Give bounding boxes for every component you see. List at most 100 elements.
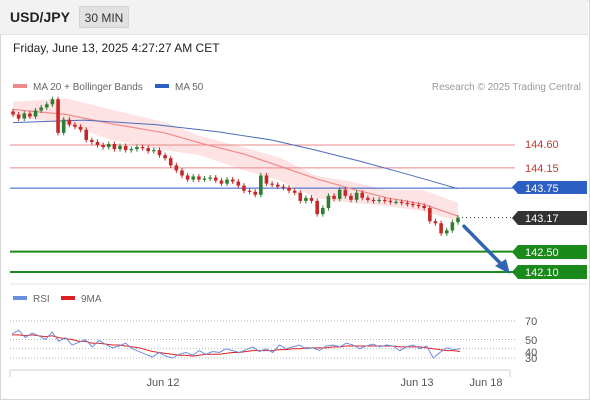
candle <box>326 193 331 211</box>
candle-body <box>428 207 432 222</box>
candle-body <box>123 146 128 151</box>
candles-layer <box>11 96 460 236</box>
candle-body <box>354 192 359 200</box>
candle-body <box>332 195 336 199</box>
rsi-9ma-line <box>12 334 461 357</box>
candle-body <box>382 199 387 202</box>
candle-body <box>315 200 319 215</box>
candle <box>230 177 235 185</box>
candle <box>411 201 415 208</box>
candle <box>394 199 398 205</box>
candle <box>73 122 77 130</box>
candle <box>399 199 404 206</box>
forecast-arrow-head <box>495 259 510 274</box>
candle-body <box>456 217 460 223</box>
legend-label-ma20: MA 20 + Bollinger Bands <box>33 82 143 93</box>
candle <box>11 108 15 118</box>
candle-body <box>411 203 415 206</box>
candle-body <box>270 183 274 185</box>
candle <box>56 96 60 136</box>
level-label-143-17: 143.17 <box>525 213 559 225</box>
candle <box>123 143 128 153</box>
candle-body <box>304 197 308 201</box>
main-legend: MA 20 + Bollinger Bands MA 50 Research ©… <box>13 82 581 93</box>
candle <box>106 141 111 150</box>
legend-swatch-ma20 <box>13 84 27 88</box>
candle <box>298 190 303 204</box>
candle-body <box>236 181 241 186</box>
candle-body <box>321 207 325 215</box>
candle <box>225 177 229 187</box>
candle <box>202 175 207 183</box>
rsi-tick-30: 30 <box>525 353 537 365</box>
candle-body <box>61 119 66 133</box>
interval-button[interactable]: 30 MIN <box>79 6 129 28</box>
candle-body <box>44 104 49 108</box>
rsi-y-ticks: 70 50 40 30 <box>525 316 537 365</box>
legend-label-rsi: RSI <box>33 294 50 305</box>
candle-body <box>28 113 32 117</box>
candle-body <box>22 113 27 119</box>
candle <box>371 197 376 204</box>
candle-body <box>360 192 365 198</box>
candle-body <box>444 230 449 234</box>
candle-body <box>118 146 122 150</box>
candle-body <box>439 223 443 234</box>
candle <box>157 147 162 158</box>
candle-body <box>337 189 342 199</box>
candle <box>264 172 269 187</box>
candle <box>78 124 83 133</box>
candle-body <box>298 192 303 201</box>
candle <box>450 219 455 233</box>
candle-body <box>275 184 280 187</box>
candle-body <box>39 107 43 111</box>
candle <box>84 127 89 143</box>
x-tick-jun-12: Jun 12 <box>146 377 179 389</box>
rsi-lines <box>11 329 461 359</box>
candle <box>163 152 167 161</box>
candle-body <box>95 141 100 145</box>
candle-body <box>157 150 162 156</box>
candle-body <box>174 165 179 171</box>
candle <box>281 184 286 191</box>
candle-body <box>281 186 286 188</box>
candle <box>253 189 258 198</box>
candle-body <box>253 191 258 195</box>
candle <box>287 185 291 194</box>
candle-body <box>371 199 376 202</box>
candle <box>416 202 421 209</box>
candle-body <box>56 99 60 133</box>
candle-body <box>163 155 167 159</box>
candle-body <box>73 124 77 127</box>
candle-body <box>264 175 269 184</box>
candle <box>67 117 72 128</box>
candle <box>129 146 134 153</box>
candle-body <box>309 197 314 201</box>
candle <box>366 195 370 203</box>
candle <box>213 174 218 184</box>
level-lines-layer <box>10 144 515 273</box>
candle-body <box>349 195 353 200</box>
candle <box>377 197 381 204</box>
candle-body <box>377 199 381 202</box>
candle <box>242 183 246 194</box>
x-tick-jun-18: Jun 18 <box>469 377 502 389</box>
candle <box>405 200 410 207</box>
candle <box>259 172 263 198</box>
candle-body <box>101 145 105 148</box>
candle <box>50 96 55 107</box>
candle <box>180 167 184 179</box>
candle-body <box>399 201 404 204</box>
x-axis: Jun 12 Jun 13 Jun 18 <box>9 369 511 389</box>
level-tag-142-50 <box>512 245 587 259</box>
rsi-line <box>11 329 461 359</box>
candle-body <box>326 195 331 208</box>
candle-body <box>168 158 173 166</box>
candle-body <box>33 110 38 117</box>
level-label-143-75: 143.75 <box>525 183 559 195</box>
candle <box>275 182 280 190</box>
candle-body <box>16 114 21 119</box>
x-tick-jun-13: Jun 13 <box>400 377 433 389</box>
candle <box>16 111 21 122</box>
candle <box>219 178 224 187</box>
